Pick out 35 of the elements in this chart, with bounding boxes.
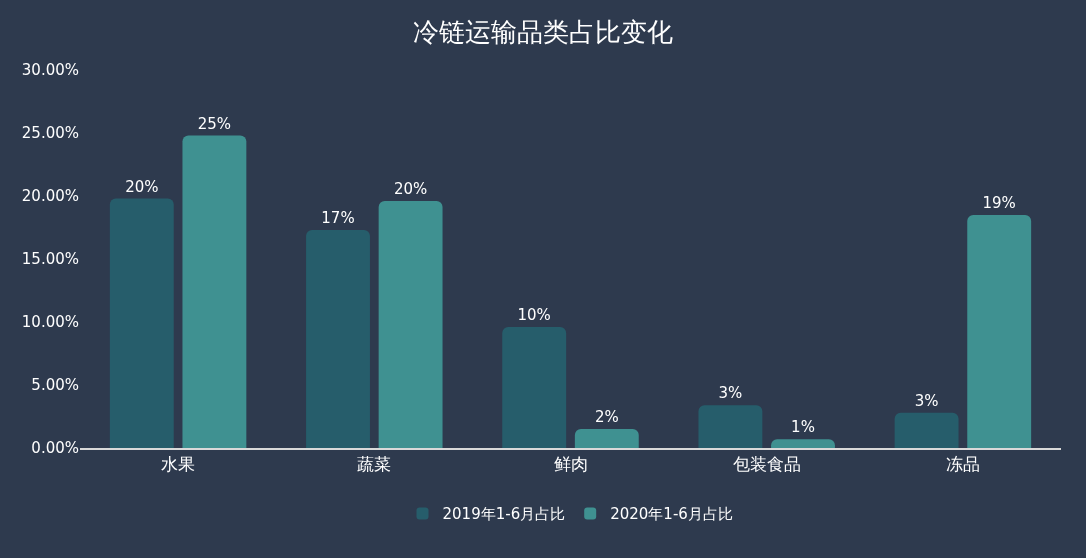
bar: [698, 405, 763, 448]
data-label: 2%: [594, 408, 619, 427]
data-label: 10%: [517, 306, 551, 325]
y-tick-label: 15.00%: [21, 250, 79, 269]
data-label: 19%: [982, 193, 1016, 212]
x-tick-label: 冻品: [945, 454, 980, 475]
bar: [109, 198, 174, 448]
y-tick-label: 25.00%: [21, 124, 79, 143]
bar: [894, 412, 959, 448]
chart-title: 冷链运输品类占比变化: [413, 16, 673, 47]
bar: [771, 439, 835, 448]
bar: [306, 230, 370, 448]
legend-label: 2020年1-6月占比: [610, 505, 733, 524]
data-label: 25%: [197, 114, 232, 133]
y-tick-label: 0.00%: [31, 439, 79, 458]
data-label: 20%: [125, 177, 159, 196]
x-tick-label: 水果: [161, 454, 196, 475]
bar: [182, 135, 247, 448]
y-tick-label: 5.00%: [31, 376, 79, 395]
x-tick-label: 蔬菜: [357, 454, 392, 475]
data-label: 3%: [718, 384, 743, 403]
data-label: 3%: [914, 391, 939, 410]
bar: [574, 429, 639, 448]
bar: [967, 214, 1032, 448]
bar: [502, 327, 567, 448]
x-tick-label: 鲜肉: [553, 454, 588, 475]
bar: [378, 201, 443, 448]
y-tick-label: 30.00%: [21, 61, 79, 80]
data-label: 20%: [393, 180, 428, 199]
legend-label: 2019年1-6月占比: [442, 505, 566, 524]
x-tick-label: 包装食品: [732, 454, 801, 475]
data-label: 1%: [791, 418, 815, 437]
y-tick-label: 10.00%: [21, 313, 79, 332]
y-tick-label: 20.00%: [21, 187, 79, 206]
data-label: 17%: [321, 209, 355, 228]
